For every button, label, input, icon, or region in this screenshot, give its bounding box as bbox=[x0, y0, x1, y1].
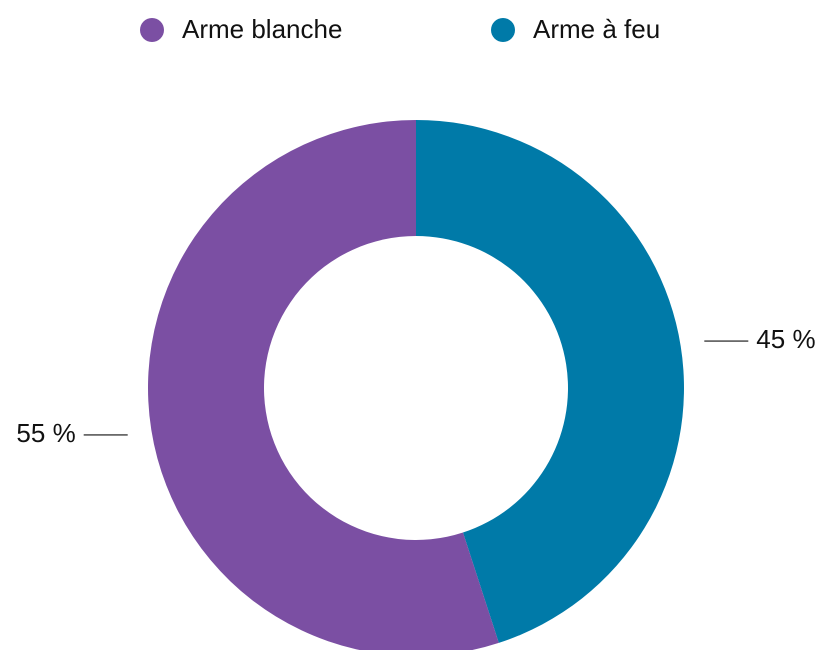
data-label: 55 % bbox=[16, 418, 75, 448]
donut-slice bbox=[416, 120, 684, 643]
data-label: 45 % bbox=[756, 324, 815, 354]
legend-marker bbox=[491, 18, 515, 42]
legend-marker bbox=[140, 18, 164, 42]
legend-label: Arme à feu bbox=[533, 14, 660, 44]
donut-slice bbox=[148, 120, 499, 650]
legend-label: Arme blanche bbox=[182, 14, 342, 44]
